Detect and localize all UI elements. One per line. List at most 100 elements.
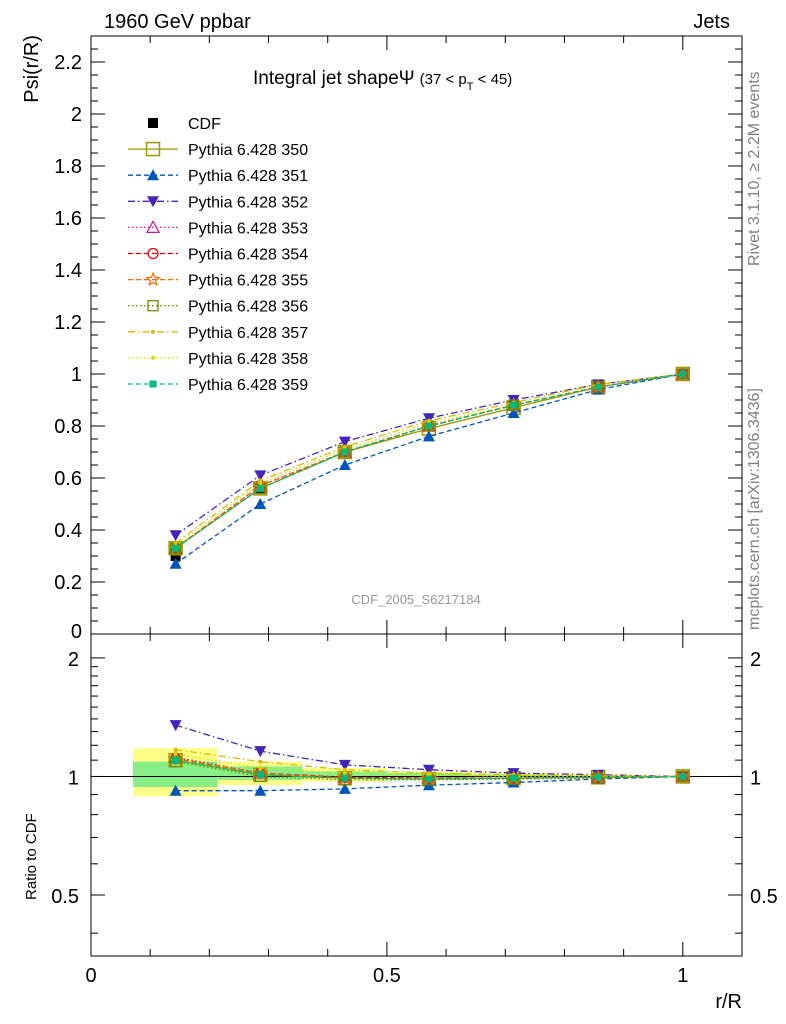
legend-marker: [147, 169, 159, 181]
main-ytick-label: 1.4: [54, 260, 82, 282]
ratio-ytick-label: 0.5: [51, 886, 79, 908]
ratio-data-point: [173, 752, 178, 757]
ratio-data-point: [258, 759, 263, 764]
legend-marker: [147, 300, 159, 312]
ratio-data-point: [507, 776, 520, 788]
main-ytick-label: 2: [71, 104, 82, 126]
main-data-point: [338, 436, 351, 448]
main-data-point: [510, 401, 518, 409]
main-ytick-label: 0.4: [54, 520, 82, 542]
ratio-data-point: [338, 759, 351, 771]
ratio-data-point: [342, 771, 347, 776]
ratio-data-point: [172, 756, 180, 764]
ratio-data-point: [258, 766, 263, 771]
main-series-line: [175, 373, 683, 565]
xlabel: r/R: [715, 991, 742, 1013]
legend-marker: [151, 329, 155, 334]
ratio-data-point: [422, 764, 435, 776]
main-data-point: [172, 544, 180, 552]
ratio-data-point: [254, 784, 267, 796]
main-data-point: [507, 407, 520, 418]
ratio-ticks: 0.5 0.5 1 1 2 2 0 0.5 1: [51, 634, 778, 987]
main-series-line: [175, 373, 683, 547]
legend-label: Pythia 6.428 355: [188, 273, 308, 290]
legend-marker: [147, 247, 159, 260]
main-ylabel: Psi(r/R): [21, 35, 43, 103]
main-series: [167, 365, 691, 569]
ratio-data-point: [338, 782, 351, 794]
title-end: < 45): [474, 71, 513, 88]
main-ytick-label: 2.2: [54, 52, 82, 74]
ratio-data-point: [254, 746, 267, 758]
main-series-line: [175, 373, 683, 549]
ratio-bands: [133, 748, 641, 797]
xtick-label: 0.5: [373, 965, 401, 987]
main-ytick-label: 1.6: [54, 208, 82, 230]
title-subscript: T: [467, 81, 474, 93]
main-series-line: [175, 373, 683, 549]
main-data-point: [592, 381, 604, 393]
ratio-data-point: [425, 775, 433, 783]
legend-marker: [147, 196, 159, 208]
ratio-data-point: [169, 720, 182, 732]
main-series-line: [175, 373, 683, 549]
title-main: Integral jet shape: [253, 68, 399, 89]
main-data-point: [338, 459, 351, 470]
ratio-data-point: [510, 774, 518, 782]
xtick-label: 0: [85, 965, 96, 987]
mcplots-label: mcplots.cern.ch [arXiv:1306.3436]: [746, 388, 763, 630]
main-series-line: [175, 373, 683, 536]
ratio-ytick-label: 2: [68, 649, 79, 671]
main-ytick-label: 0.6: [54, 468, 82, 490]
main-ytick-label: 1.8: [54, 156, 82, 178]
title-range: (37 < p: [420, 71, 467, 88]
main-ytick-zero: 0: [71, 621, 82, 643]
legend-marker: [151, 355, 155, 360]
legend-marker: [149, 380, 157, 388]
ratio-data-point: [342, 767, 347, 772]
legend-label: Pythia 6.428 359: [188, 377, 308, 394]
ratio-frame: [90, 633, 743, 957]
main-data-point: [341, 448, 349, 456]
ratio-data-point: [169, 784, 182, 796]
main-ytick-label: 1: [71, 364, 82, 386]
ratio-ytick-label-right: 0.5: [750, 886, 778, 908]
main-data-point: [170, 551, 181, 561]
main-ticks: 0.2 0.4 0.6 0.8 1 1.2 1.4 1.6 1.8 2 2.2 0: [54, 36, 743, 643]
legend-label: Pythia 6.428 353: [188, 220, 308, 237]
main-data-point: [679, 370, 687, 378]
ratio-ytick-label-right: 1: [750, 767, 761, 789]
legend-label: Pythia 6.428 358: [188, 351, 308, 368]
legend-marker: [145, 141, 161, 157]
main-data-point: [256, 484, 264, 492]
main-series-line: [175, 373, 683, 544]
main-series-line: [175, 373, 683, 549]
chart-title: Integral jet shapeΨ (37 < pT < 45): [253, 68, 512, 93]
ratio-data-point: [341, 774, 349, 782]
legend-marker: [145, 271, 161, 287]
legend-label: Pythia 6.428 352: [188, 194, 308, 211]
legend: CDF Pythia 6.428 350 Pythia 6.428 351 Pythi…: [128, 116, 308, 394]
ratio-ytick-label: 1: [68, 767, 79, 789]
ratio-series: [167, 720, 691, 796]
title-symbol: Ψ: [399, 68, 415, 89]
main-data-point: [594, 383, 602, 391]
ratio-ytick-label-right: 2: [750, 649, 761, 671]
main-data-point: [169, 557, 182, 569]
ratio-data-point: [594, 773, 602, 781]
header-left: 1960 GeV ppbar: [104, 11, 251, 33]
main-ytick-label: 0.8: [54, 416, 82, 438]
legend-marker: [145, 220, 161, 233]
legend-label: Pythia 6.428 350: [188, 142, 308, 159]
xtick-label: 1: [677, 965, 688, 987]
header-right: Jets: [693, 11, 730, 33]
legend-label: Pythia 6.428 351: [188, 168, 308, 185]
main-ytick-label: 1.2: [54, 312, 82, 334]
main-data-point: [507, 399, 520, 411]
ratio-ylabel: Ratio to CDF: [23, 813, 40, 900]
main-data-point: [254, 470, 267, 482]
legend-marker: [148, 118, 158, 128]
ratio-data-point: [256, 771, 264, 779]
